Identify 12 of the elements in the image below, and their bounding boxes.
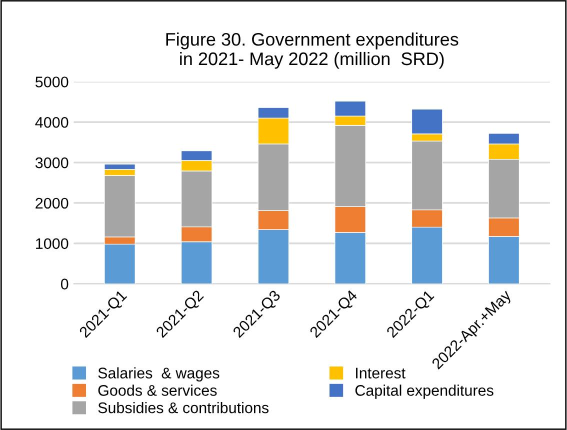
chart-title: Figure 30. Government expenditures in 2021- May 2022 (million SRD) — [166, 32, 458, 69]
y-tick-label: 1000 — [36, 238, 68, 250]
legend-label: Interest — [356, 368, 406, 378]
y-tick-label: 4000 — [35, 116, 68, 128]
y-tick-label: 2000 — [36, 198, 68, 209]
y-tick-label: 0 — [60, 278, 68, 290]
y-tick-label: 3000 — [35, 157, 68, 168]
legend-label: Subsidies & contributions — [98, 402, 269, 414]
legend-label: Goods & services — [98, 384, 217, 396]
y-tick-label: 5000 — [35, 76, 68, 88]
legend-label: Capital expenditures — [355, 384, 494, 399]
legend-label: Salaries & wages — [98, 367, 220, 382]
